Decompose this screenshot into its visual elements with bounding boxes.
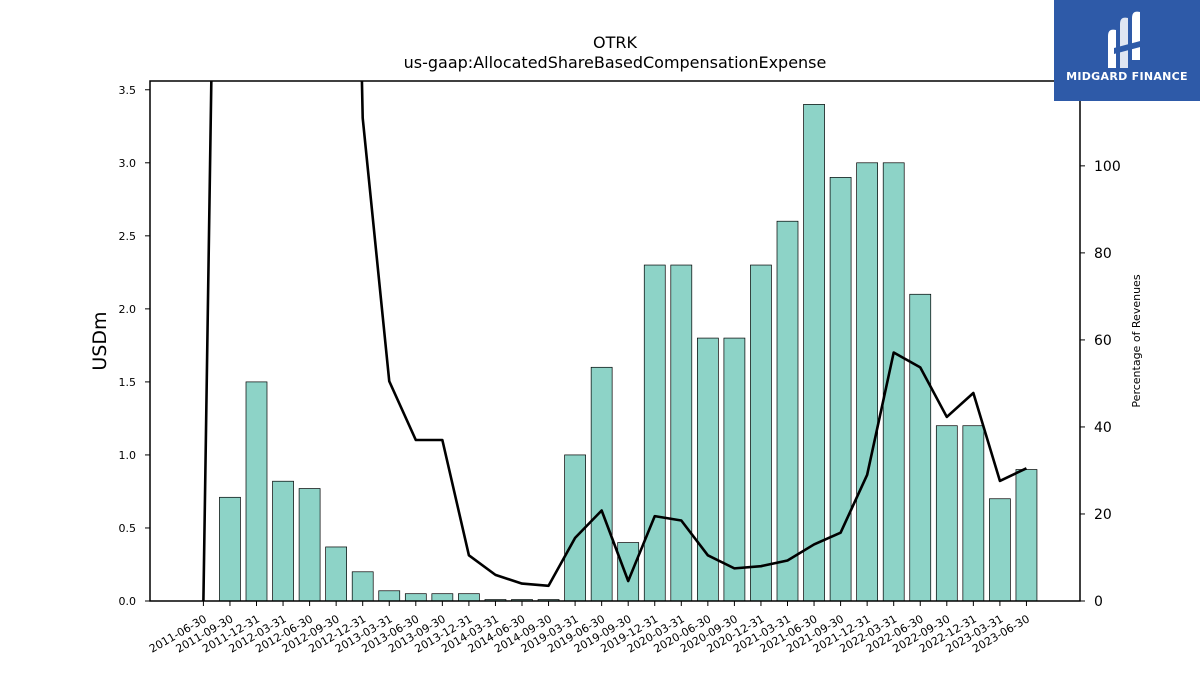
midgard-logo-icon	[1108, 11, 1144, 69]
y-tick-label: 0.0	[119, 595, 137, 608]
y2-tick-label: 60	[1094, 333, 1112, 349]
bar-2013-06-30	[404, 593, 427, 602]
y2-tick-label: 40	[1094, 420, 1112, 436]
y-tick-label: 1.5	[119, 376, 137, 389]
logo-text: MIDGARD FINANCE	[1066, 70, 1188, 83]
bar-2023-06-30	[1015, 469, 1038, 602]
bar-2012-12-31	[351, 571, 374, 602]
y-tick-label: 2.0	[119, 303, 137, 316]
y-tick-label: 2.5	[119, 230, 137, 243]
y-axis-ticks: 0.0 0.5 1.0 1.5 2.0 2.5 3.0 3.5	[119, 84, 150, 608]
plot-frame	[149, 80, 1081, 602]
y2-axis-ticks: 0 20 40 60 80 100	[1080, 159, 1121, 610]
y-tick-label: 1.0	[119, 449, 137, 462]
bar-2012-09-30	[325, 546, 347, 602]
bar-2019-06-30	[590, 366, 613, 602]
bar-2019-09-30	[617, 542, 640, 602]
line-percentage-of-revenues	[202, 81, 1028, 601]
bar-2021-06-30	[803, 104, 825, 602]
bar-2019-12-31	[643, 264, 666, 602]
bar-2021-12-31	[856, 162, 879, 602]
y2-tick-label: 0	[1094, 594, 1103, 610]
bar-2020-03-31	[670, 264, 693, 602]
y2-axis-label: Percentage of Revenues	[1130, 274, 1143, 407]
chart-subtitle: us-gaap:AllocatedShareBasedCompensationE…	[404, 53, 827, 72]
bar-2012-03-31	[272, 480, 294, 602]
bar-2020-06-30	[696, 337, 719, 602]
bar-2022-09-30	[935, 425, 958, 602]
bar-2012-06-30	[298, 488, 321, 602]
bar-2022-06-30	[909, 293, 932, 602]
y2-tick-label: 100	[1094, 159, 1121, 175]
y2-tick-label: 20	[1094, 507, 1112, 523]
logo: MIDGARD FINANCE	[1054, 0, 1200, 101]
y2-tick-label: 80	[1094, 246, 1112, 262]
line-series	[202, 81, 1028, 601]
bar-2023-03-31	[989, 498, 1011, 602]
y-tick-label: 3.0	[119, 157, 137, 170]
bar-2013-09-30	[431, 593, 454, 602]
bar-2020-12-31	[750, 264, 772, 602]
y-axis-label: USDm	[89, 311, 111, 370]
bar-2021-03-31	[776, 220, 799, 602]
y-tick-label: 0.5	[119, 522, 137, 535]
bar-2019-03-31	[564, 454, 586, 602]
bar-2021-09-30	[829, 177, 852, 602]
bar-2020-09-30	[723, 337, 746, 602]
bar-2013-03-31	[378, 590, 401, 602]
bar-2013-12-31	[458, 593, 480, 602]
bars	[219, 104, 1038, 602]
bar-2011-09-30	[219, 496, 241, 602]
bar-2011-12-31	[245, 381, 268, 602]
x-axis-ticks: 2011-06-302011-09-302011-12-312012-03-31…	[147, 601, 1032, 656]
chart-title: OTRK	[593, 33, 637, 52]
bar-2022-12-31	[962, 425, 985, 602]
y-tick-label: 3.5	[119, 84, 137, 97]
